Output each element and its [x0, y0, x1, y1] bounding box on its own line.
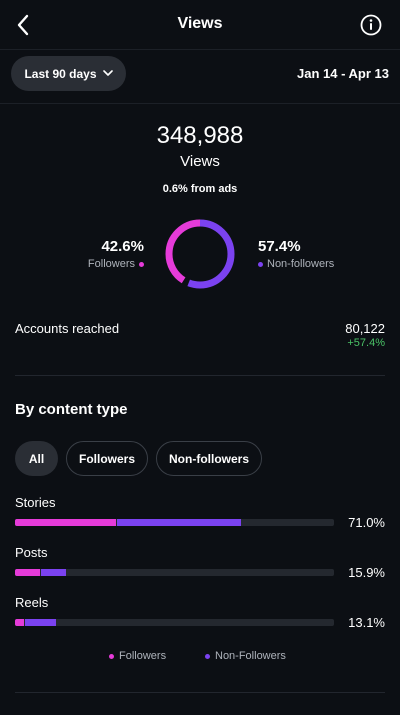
content-type-title: By content type [15, 401, 128, 418]
filter-row: Last 90 days Jan 14 - Apr 13 [0, 52, 400, 104]
tab-followers-label: Followers [78, 451, 135, 466]
legend-nonfollowers-label: Non-Followers [215, 650, 286, 662]
tab-nonfollowers-label: Non-followers [169, 451, 249, 466]
tab-nonfollowers[interactable]: Non-followers [156, 441, 262, 476]
reels-nonfollowers-segment [24, 619, 57, 626]
views-donut-chart [165, 219, 235, 289]
followers-dot-icon [139, 261, 144, 267]
legend-nonfollowers-dot-icon [205, 653, 210, 659]
top-bar: Views [0, 0, 400, 50]
accounts-reached-label: Accounts reached [15, 321, 120, 336]
nonfollowers-dot-icon [258, 261, 263, 267]
legend-followers-dot-icon [109, 653, 114, 659]
info-button[interactable] [360, 14, 382, 36]
legend-followers: Followers [109, 650, 166, 662]
followers-stat: 42.6% Followers [88, 238, 144, 270]
chevron-left-icon [17, 14, 29, 36]
stories-bar [15, 519, 334, 526]
nonfollowers-stat-label: Non-followers [267, 258, 335, 270]
legend-followers-label: Followers [119, 650, 167, 662]
legend-nonfollowers: Non-Followers [205, 650, 286, 662]
accounts-reached-value: 80,122 [345, 321, 385, 336]
tab-all-label: All [28, 451, 45, 466]
section-divider [15, 375, 385, 376]
posts-followers-segment [15, 569, 40, 576]
stories-nonfollowers-segment [117, 519, 242, 526]
info-icon [360, 14, 382, 36]
views-total: 348,988 [156, 122, 244, 149]
followers-stat-label: Followers [87, 258, 135, 270]
donut-followers-segment [165, 219, 235, 289]
reels-label: Reels [15, 595, 49, 610]
posts-bar [15, 569, 334, 576]
stories-label: Stories [15, 495, 56, 510]
tab-all[interactable]: All [15, 441, 58, 476]
nonfollowers-percent: 57.4% [258, 238, 301, 255]
views-label: Views [180, 153, 220, 170]
chevron-down-icon [102, 70, 113, 76]
stories-percent: 71.0% [348, 515, 385, 530]
posts-label: Posts [15, 545, 48, 560]
tab-followers[interactable]: Followers [66, 441, 148, 476]
nonfollowers-stat: 57.4% Non-followers [258, 238, 334, 270]
date-range-dropdown[interactable]: Last 90 days [11, 56, 126, 91]
page-title: Views [177, 15, 223, 32]
posts-percent: 15.9% [348, 565, 385, 580]
stories-followers-segment [15, 519, 117, 526]
accounts-reached-change: +57.4% [347, 337, 385, 349]
followers-percent: 42.6% [101, 238, 144, 255]
reels-percent: 13.1% [348, 615, 385, 630]
reels-bar [15, 619, 334, 626]
ads-note: 0.6% from ads [162, 183, 238, 195]
bottom-divider [15, 692, 385, 693]
date-range-dropdown-label: Last 90 days [24, 66, 97, 81]
date-range-text: Jan 14 - Apr 13 [296, 66, 389, 81]
reels-followers-segment [15, 619, 24, 626]
posts-nonfollowers-segment [40, 569, 67, 576]
back-button[interactable] [8, 10, 38, 40]
